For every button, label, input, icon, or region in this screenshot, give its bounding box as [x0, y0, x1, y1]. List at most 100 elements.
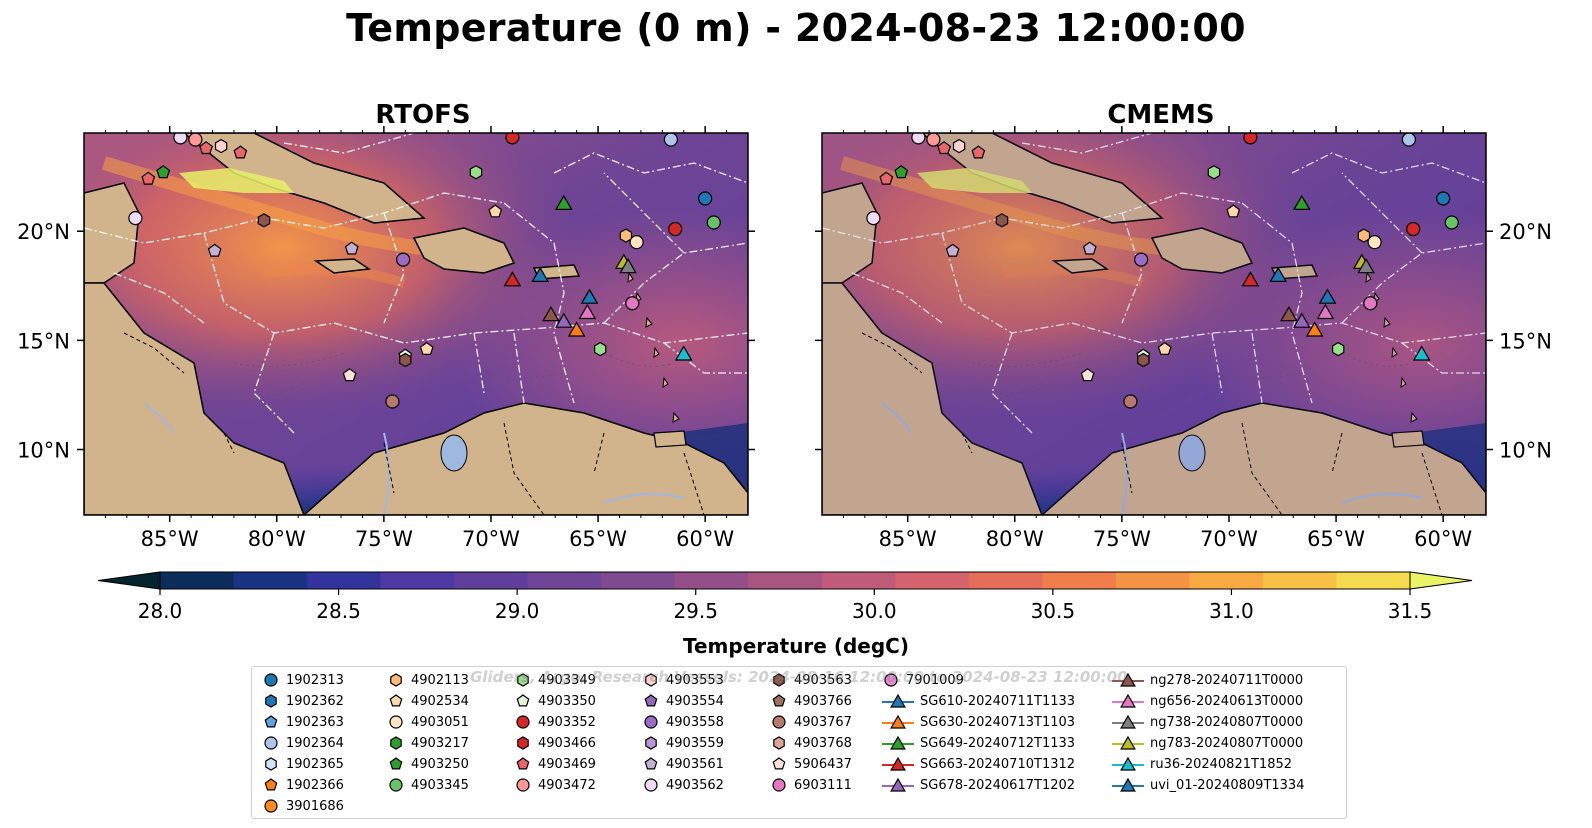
- legend-label: 4903051: [411, 714, 469, 730]
- legend-marker-icon: [1112, 735, 1144, 750]
- legend-float-marker: [389, 778, 403, 792]
- argo-float-marker: [1444, 215, 1459, 230]
- legend-entry: 4903469: [514, 755, 596, 773]
- legend-marker-icon: [882, 777, 914, 792]
- legend-float-marker: [884, 673, 898, 687]
- legend-glider-marker: [1120, 714, 1136, 729]
- argo-float-marker: [173, 133, 188, 145]
- argo-float-marker: [866, 211, 881, 226]
- legend-float-marker: [264, 715, 278, 728]
- legend-entry: ru36-20240821T1852: [1112, 755, 1292, 773]
- colorbar-bin: [674, 572, 749, 589]
- legend-glider-marker: [890, 777, 906, 792]
- glider-marker: [554, 312, 573, 328]
- legend-marker-icon: [264, 778, 278, 791]
- legend-label: 4903349: [538, 672, 596, 688]
- legend-entry: 4903352: [514, 713, 596, 731]
- legend-entry: 4902534: [387, 692, 469, 710]
- argo-float-marker: [1207, 165, 1221, 180]
- legend-label: SG610-20240711T1133: [920, 693, 1076, 709]
- legend-entry: 7901009: [882, 671, 964, 689]
- argo-float-marker: [342, 368, 357, 382]
- legend-float-marker: [516, 778, 530, 792]
- argo-float-marker: [141, 171, 156, 185]
- colorbar-tick-label: 29.5: [673, 599, 718, 623]
- legend-entry: 4903562: [642, 776, 724, 794]
- lon-tick-label: 60°W: [676, 527, 734, 551]
- legend-entry: ng278-20240711T0000: [1112, 671, 1303, 689]
- argo-float-marker: [1332, 341, 1345, 357]
- argo-float-marker: [396, 252, 411, 267]
- legend-label: 4903472: [538, 777, 596, 793]
- legend-marker-icon: [773, 736, 785, 750]
- argo-float-marker: [1137, 352, 1150, 368]
- colorbar-bin: [895, 572, 970, 589]
- legend-float-marker: [772, 778, 786, 792]
- legend-entry: 4903559: [642, 734, 724, 752]
- argo-float-marker: [1401, 133, 1416, 147]
- colorbar-label: Temperature (degC): [683, 634, 909, 658]
- legend-entry: ng738-20240807T0000: [1112, 713, 1303, 731]
- argo-float-marker: [663, 133, 678, 147]
- glider-marker: [580, 288, 599, 304]
- colorbar-extend-high: [1409, 571, 1473, 590]
- legend-marker-icon: [264, 799, 278, 813]
- argo-float-marker: [1082, 241, 1097, 255]
- argo-float-marker: [879, 171, 894, 185]
- legend-glider-marker: [890, 756, 906, 771]
- argo-float-marker: [1367, 235, 1382, 250]
- legend-float-marker: [517, 673, 529, 687]
- colorbar-tick-label: 28.5: [316, 599, 361, 623]
- legend-float-marker: [516, 715, 530, 729]
- colorbar-bin: [1189, 572, 1264, 589]
- legend-label: 4903766: [794, 693, 852, 709]
- legend-marker-icon: [884, 673, 898, 687]
- lat-tick-label: 15°N: [1499, 329, 1552, 353]
- legend-label: 4903562: [666, 777, 724, 793]
- axis-ticks: 85°W 80°W 75°W 70°W 65°W 60°W 20°N 15°N 10°N 85°W…: [17, 126, 1552, 551]
- argo-float-marker: [156, 165, 171, 179]
- legend-float-marker: [772, 757, 786, 770]
- lon-tick-label: 70°W: [462, 527, 520, 551]
- glider-marker: [578, 303, 597, 320]
- lon-tick-label: 75°W: [1093, 527, 1151, 551]
- legend-marker-icon: [516, 778, 530, 792]
- legend-entry: 4903250: [387, 755, 469, 773]
- legend-entry: 6903111: [770, 776, 852, 794]
- legend-entry: 4903349: [514, 671, 596, 689]
- argo-float-marker: [1134, 252, 1149, 267]
- glider-marker: [1305, 321, 1324, 337]
- legend-label: 4903767: [794, 714, 852, 730]
- glider-marker: [1269, 266, 1288, 282]
- legend-float-marker: [264, 799, 278, 813]
- legend-label: 4903553: [666, 672, 724, 688]
- legend-label: 4902534: [411, 693, 469, 709]
- argo-float-marker: [937, 141, 952, 155]
- colorbar-bin: [307, 572, 382, 589]
- legend-entry: 4902113: [387, 671, 469, 689]
- glider-marker: [619, 257, 637, 274]
- colorbar-tick-label: 30.0: [852, 599, 897, 623]
- argo-float-marker: [1123, 394, 1138, 409]
- legend-entry: 4903217: [387, 734, 469, 752]
- panel-title-rtofs: RTOFS: [375, 100, 471, 130]
- argo-float-marker: [419, 341, 434, 355]
- legend-glider-marker: [1120, 756, 1136, 771]
- argo-float-marker: [385, 394, 400, 409]
- legend-marker-icon: [265, 757, 277, 771]
- legend-marker-icon: [644, 778, 658, 792]
- lon-tick-label: 75°W: [355, 527, 413, 551]
- legend-entry: 4903466: [514, 734, 596, 752]
- legend-label: 4903217: [411, 735, 469, 751]
- argo-float-marker: [894, 165, 909, 179]
- lat-tick-label: 15°N: [17, 329, 70, 353]
- glider-marker: [542, 306, 560, 322]
- legend-entry: 4903561: [642, 755, 724, 773]
- argo-float-marker: [1226, 204, 1241, 218]
- legend-entry: 4903345: [387, 776, 469, 794]
- legend-float-marker: [390, 673, 402, 687]
- colorbar-bin: [454, 572, 529, 589]
- legend-marker-icon: [882, 714, 914, 729]
- colorbar-bin: [821, 572, 896, 589]
- argo-float-marker: [698, 191, 713, 206]
